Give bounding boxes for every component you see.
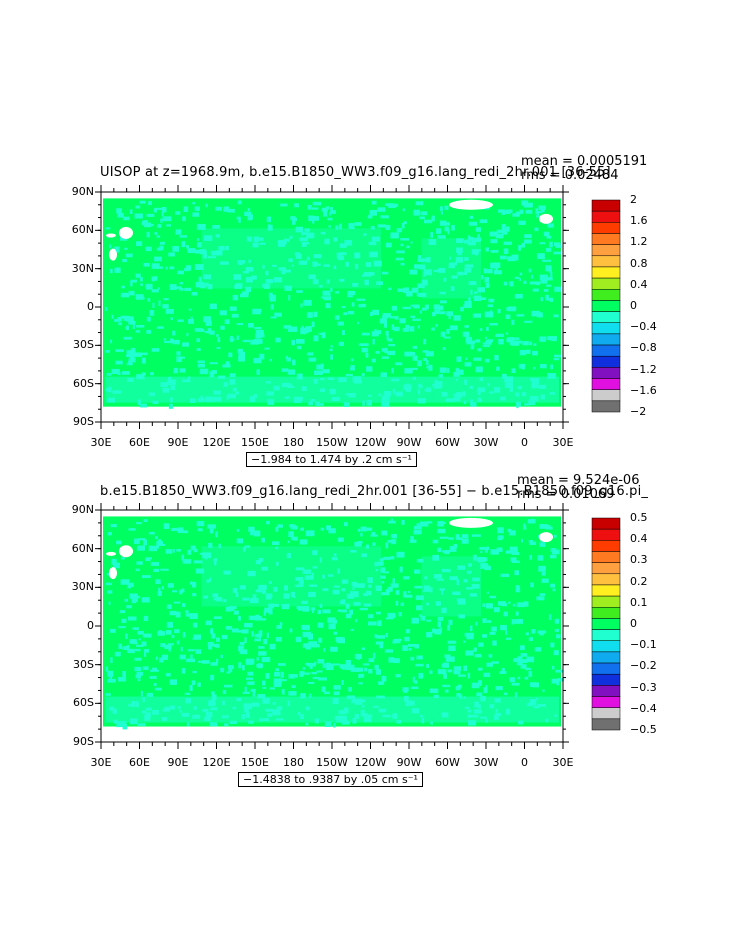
lon-label: 60W [435, 436, 460, 449]
colorbar-label: −0.3 [630, 680, 657, 694]
colorbar-label: −0.1 [630, 638, 657, 652]
lat-label: 90S [73, 735, 94, 748]
colorbar-label: 2 [630, 193, 637, 206]
lat-label: 0 [87, 619, 94, 632]
rms-stat: rms = 0.01069 [517, 487, 615, 502]
lon-label: 60E [129, 756, 150, 769]
colorbar-label: 0 [630, 299, 637, 312]
lon-label: 120W [354, 436, 387, 449]
lon-label: 90W [396, 436, 422, 449]
colorbar-swatch [591, 685, 621, 697]
map-frame [95, 185, 621, 429]
colorbar-label: −1.6 [630, 383, 657, 397]
lat-label: 60S [73, 376, 94, 390]
lon-label: 30E [552, 756, 574, 769]
lon-label: 30E [552, 436, 574, 449]
colorbar-swatch [591, 400, 621, 413]
lon-label: 150W [316, 436, 348, 449]
lon-label: 120E [202, 436, 231, 449]
lon-label: 120W [354, 756, 387, 769]
range-label: −1.4838 to .9387 by .05 cm s⁻¹ [238, 772, 423, 787]
colorbar-swatch [591, 595, 621, 608]
lon-label: 0 [521, 756, 528, 769]
colorbar-swatch [591, 573, 621, 586]
lat-label: 60S [73, 696, 94, 710]
colorbar-label: 1.2 [630, 235, 648, 249]
panel-title: b.e15.B1850_WW3.f09_g16.lang_redi_2hr.00… [100, 484, 649, 499]
colorbar-label: 0.8 [630, 256, 648, 270]
colorbar-label: 0.3 [630, 553, 648, 567]
lon-label: 90W [396, 756, 422, 769]
lat-label: 30N [71, 580, 94, 594]
colorbar-swatch [591, 551, 621, 563]
lon-label: 30W [473, 436, 499, 449]
colorbar-swatch [591, 540, 621, 552]
lat-label: 60N [71, 541, 94, 555]
lat-label: 90N [71, 185, 94, 198]
mean-stat: mean = 0.0005191 [521, 154, 648, 169]
rms-stat: rms = 0.02484 [521, 168, 619, 183]
colorbar-swatch [591, 673, 621, 686]
colorbar-label: 0.4 [630, 277, 648, 291]
colorbar-label: 0.4 [630, 532, 648, 546]
lon-label: 150W [316, 756, 348, 769]
colorbar-label: 0.1 [630, 595, 648, 609]
colorbar-swatch [591, 707, 621, 720]
lon-label: 150E [241, 756, 269, 769]
colorbar-label: −0.2 [630, 659, 657, 673]
colorbar-label: −0.5 [630, 723, 657, 736]
colorbar-swatch [591, 640, 621, 653]
lat-label: 90S [73, 415, 94, 428]
colorbar-swatch [591, 662, 621, 675]
panel-title: UISOP at z=1968.9m, b.e15.B1850_WW3.f09_… [100, 165, 611, 180]
lat-label: 0 [87, 300, 94, 313]
colorbar-label: 1.6 [630, 214, 648, 228]
colorbar-swatch [591, 562, 621, 575]
colorbar-label: −1.2 [630, 362, 657, 376]
lon-label: 30W [473, 756, 499, 769]
colorbar-swatch [591, 629, 621, 641]
lon-label: 30E [90, 756, 112, 769]
lon-label: 90E [167, 756, 189, 769]
colorbar-label: −0.4 [630, 320, 657, 334]
map-panel-1: UISOP at z=1968.9m, b.e15.B1850_WW3.f09_… [0, 0, 733, 470]
lat-label: 90N [71, 503, 94, 516]
colorbar-swatch [591, 696, 621, 708]
colorbar-label: −0.8 [630, 341, 657, 355]
lon-label: 120E [202, 756, 231, 769]
lat-label: 30N [71, 261, 94, 275]
lon-label: 180 [283, 756, 304, 769]
lon-label: 90E [167, 436, 189, 449]
mean-stat: mean = 9.524e-06 [517, 473, 640, 488]
colorbar-swatch [591, 718, 621, 731]
lon-label: 30E [90, 436, 112, 449]
lat-label: 30S [73, 338, 94, 352]
lon-label: 0 [521, 436, 528, 449]
lat-label: 30S [73, 657, 94, 671]
lon-label: 150E [241, 436, 269, 449]
colorbar-swatch [591, 618, 621, 630]
range-label: −1.984 to 1.474 by .2 cm s⁻¹ [246, 452, 417, 467]
colorbar-label: 0.2 [630, 574, 648, 588]
colorbar-swatch [591, 607, 621, 619]
colorbar-label: 0.5 [630, 511, 648, 524]
colorbar-label: −2 [630, 405, 647, 418]
colorbar-swatch [591, 517, 621, 530]
colorbar-label: −0.4 [630, 701, 657, 715]
colorbar-swatch [591, 528, 621, 541]
colorbar-label: 0 [630, 617, 637, 630]
colorbar-swatch [591, 584, 621, 597]
lon-label: 60W [435, 756, 460, 769]
lon-label: 180 [283, 436, 304, 449]
colorbar-swatch [591, 651, 621, 664]
lon-label: 60E [129, 436, 150, 449]
lat-label: 60N [71, 223, 94, 237]
